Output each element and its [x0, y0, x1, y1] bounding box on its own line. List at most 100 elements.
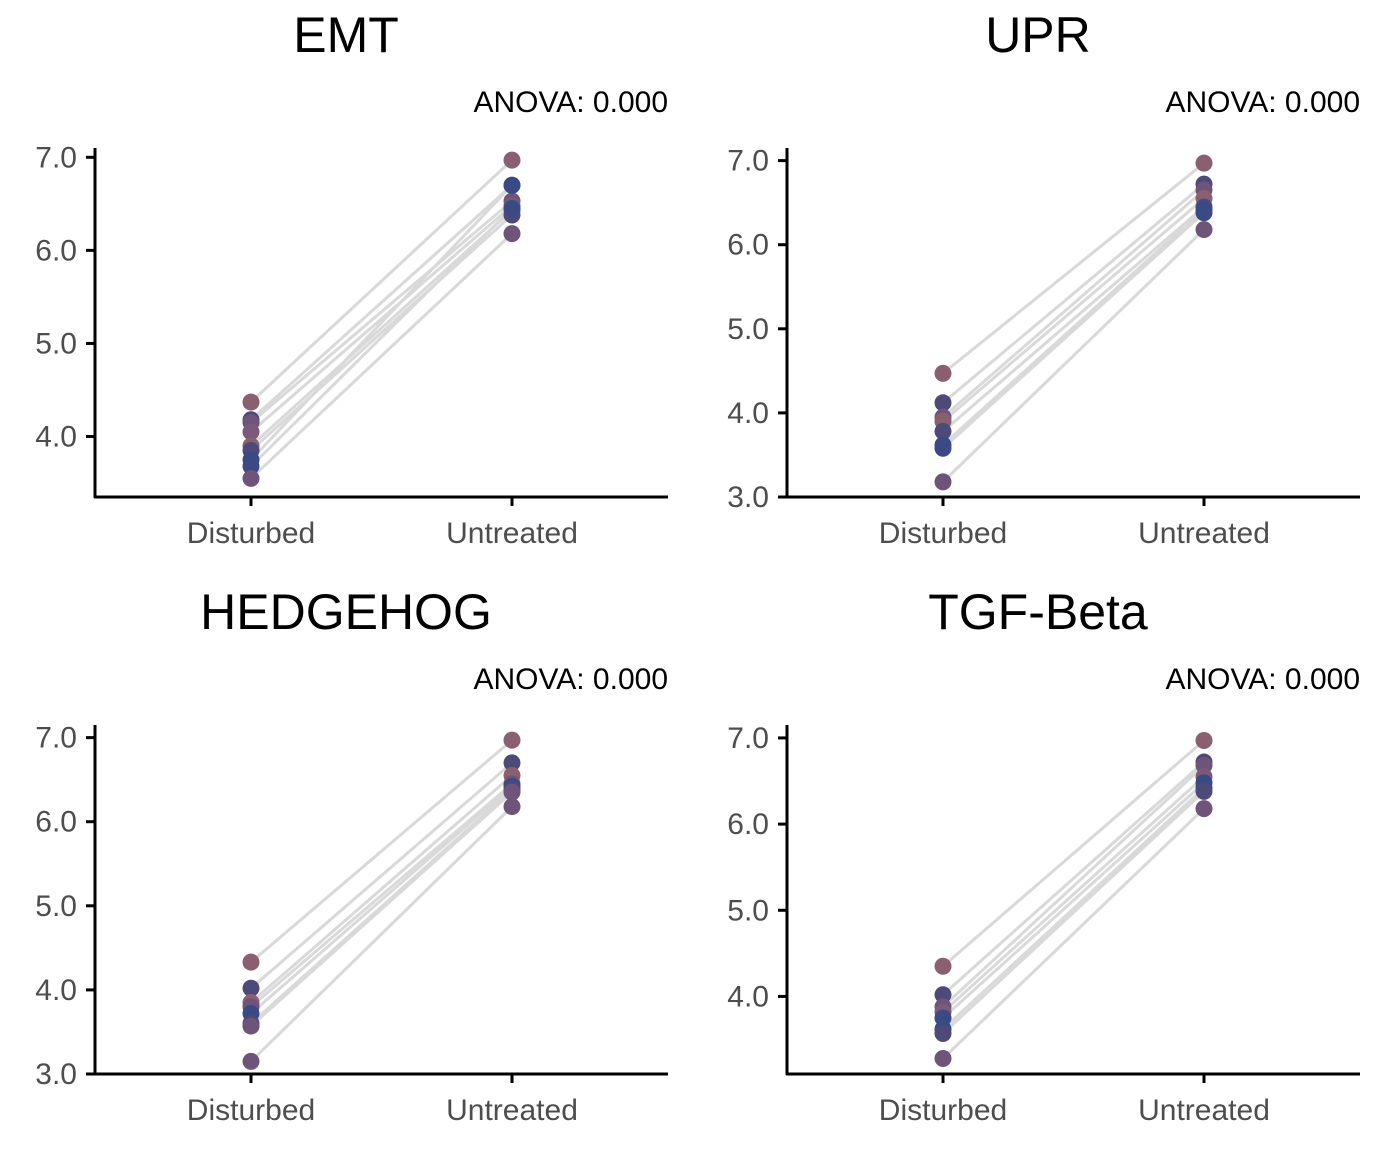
y-tick-label: 7.0: [727, 145, 769, 178]
pair-line: [942, 188, 1205, 419]
data-point-disturbed: [934, 422, 952, 440]
y-tick-label: 5.0: [35, 890, 77, 923]
y-tick-label: 6.0: [35, 806, 77, 839]
y-tick-label: 7.0: [35, 722, 77, 755]
pair-line: [249, 207, 514, 468]
x-tick-label: Untreated: [446, 1094, 578, 1127]
x-tick-label: Untreated: [1138, 1094, 1270, 1127]
plot-area: 3.0 4.0 5.0 6.0 7.0 Disturbed Untreated: [727, 145, 1360, 550]
data-point-disturbed: [242, 457, 260, 475]
x-tick-label: Untreated: [446, 517, 578, 550]
pair-line: [941, 786, 1206, 1031]
data-point-untreated: [503, 783, 521, 801]
pair-line: [942, 161, 1205, 375]
pair-line: [250, 738, 513, 964]
pair-line: [942, 197, 1205, 423]
data-point-disturbed: [242, 1017, 260, 1035]
data-point-disturbed: [934, 957, 952, 975]
pair-line: [249, 788, 514, 1025]
pair-line: [941, 208, 1206, 446]
x-tick-label: Disturbed: [879, 517, 1007, 550]
y-tick-label: 4.0: [35, 974, 77, 1007]
y-tick-label: 5.0: [727, 894, 769, 927]
y-tick-label: 6.0: [727, 229, 769, 262]
pair-line: [250, 204, 513, 433]
anova-label: ANOVA: 0.000: [473, 663, 668, 696]
pair-line: [941, 211, 1206, 450]
pair-line: [250, 785, 513, 1015]
data-point-untreated: [503, 798, 521, 816]
data-point-untreated: [1195, 732, 1213, 750]
data-point-untreated: [503, 151, 521, 169]
data-point-disturbed: [242, 953, 260, 971]
y-tick-label: 7.0: [727, 722, 769, 755]
panel-emt: EMT ANOVA: 0.000 4.0 5.0 6.0 7.0 Disturbed Un…: [0, 0, 692, 576]
pair-line: [942, 183, 1205, 404]
data-point-untreated: [1195, 800, 1213, 818]
y-tick-label: 6.0: [727, 808, 769, 841]
pair-line: [249, 791, 514, 1028]
anova-label: ANOVA: 0.000: [1165, 663, 1360, 696]
plot-area: 4.0 5.0 6.0 7.0 Disturbed Untreated: [727, 722, 1360, 1127]
x-tick-label: Untreated: [1138, 517, 1270, 550]
anova-label: ANOVA: 0.000: [1165, 86, 1360, 119]
x-tick-label: Disturbed: [879, 1094, 1007, 1127]
data-point-untreated: [1195, 154, 1213, 172]
panel-tgf-beta: TGF-Beta ANOVA: 0.000 4.0 5.0 6.0 7.0 Distur…: [692, 577, 1384, 1153]
data-point-untreated: [503, 225, 521, 243]
pair-line: [941, 781, 1206, 1020]
data-point-disturbed: [934, 986, 952, 1004]
pair-line: [249, 805, 514, 1063]
pair-line: [249, 184, 514, 461]
y-tick-label: 5.0: [727, 313, 769, 346]
data-point-untreated: [503, 731, 521, 749]
data-point-disturbed: [242, 469, 260, 487]
y-tick-label: 6.0: [35, 234, 77, 267]
pair-line: [249, 232, 514, 480]
panel-title: TGF-Beta: [928, 584, 1148, 640]
pair-line: [941, 764, 1206, 1008]
y-tick-label: 3.0: [727, 481, 769, 514]
pair-line: [941, 807, 1206, 1060]
y-tick-label: 5.0: [35, 327, 77, 360]
pair-line: [941, 228, 1206, 483]
data-point-untreated: [1195, 204, 1213, 222]
data-point-disturbed: [934, 1024, 952, 1042]
plot-area: 4.0 5.0 6.0 7.0 Disturbed Untreated: [35, 141, 668, 550]
panel-upr: UPR ANOVA: 0.000 3.0 4.0 5.0 6.0 7.0 Disturbe…: [692, 0, 1384, 576]
pair-line: [249, 213, 514, 452]
panel-title: UPR: [985, 7, 1091, 63]
y-tick-label: 4.0: [727, 397, 769, 430]
data-point-disturbed: [242, 423, 260, 441]
pair-line: [250, 774, 513, 1004]
pair-line: [942, 760, 1205, 996]
data-point-disturbed: [934, 473, 952, 491]
data-point-disturbed: [934, 1049, 952, 1067]
y-tick-label: 3.0: [35, 1058, 77, 1091]
pair-line: [250, 782, 513, 1008]
x-tick-label: Disturbed: [187, 1094, 315, 1127]
y-tick-label: 4.0: [727, 980, 769, 1013]
y-tick-label: 4.0: [35, 421, 77, 454]
x-tick-label: Disturbed: [187, 517, 315, 550]
pair-line: [250, 761, 513, 990]
data-point-disturbed: [242, 1052, 260, 1070]
data-point-untreated: [1195, 782, 1213, 800]
y-tick-label: 7.0: [35, 141, 77, 174]
pair-line: [942, 205, 1205, 433]
pair-line: [941, 790, 1206, 1035]
panel-title: EMT: [293, 7, 399, 63]
data-point-untreated: [503, 199, 521, 217]
pair-line: [942, 739, 1205, 968]
anova-label: ANOVA: 0.000: [473, 86, 668, 119]
pair-line: [250, 199, 513, 424]
plot-area: 3.0 4.0 5.0 6.0 7.0 Disturbed Untreated: [35, 722, 668, 1127]
data-point-untreated: [503, 754, 521, 772]
data-point-disturbed: [934, 439, 952, 457]
panel-hedgehog: HEDGEHOG ANOVA: 0.000 3.0 4.0 5.0 6.0 7.0 Dis…: [0, 577, 692, 1153]
pair-line: [249, 184, 514, 421]
data-point-untreated: [1195, 221, 1213, 239]
data-point-disturbed: [934, 394, 952, 412]
panel-title: HEDGEHOG: [200, 584, 492, 640]
pair-line: [941, 775, 1206, 1014]
